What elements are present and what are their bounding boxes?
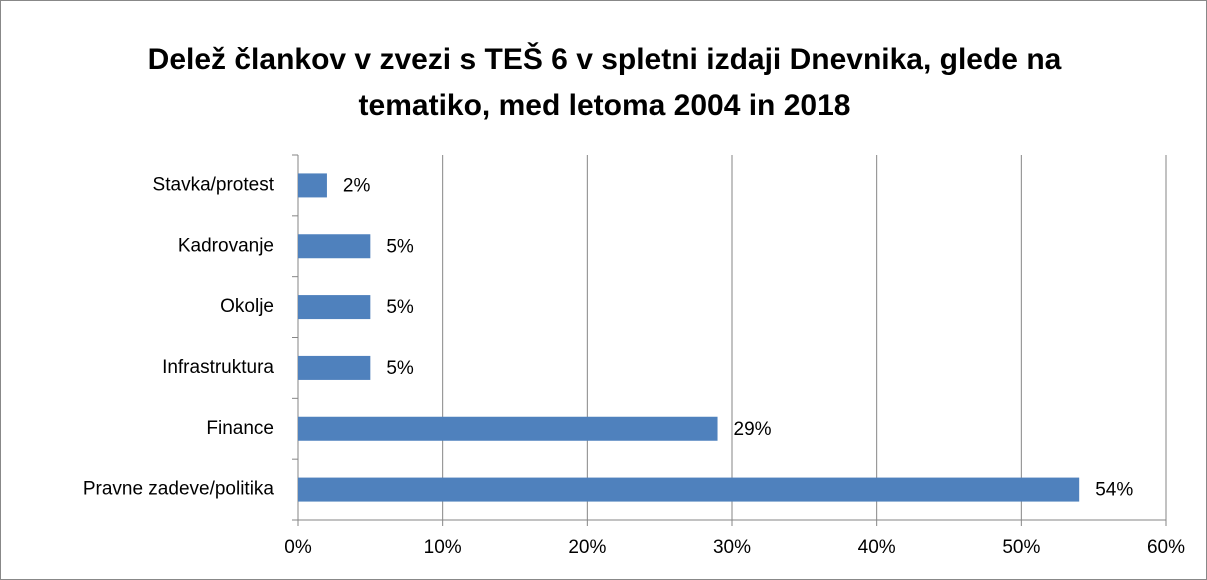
- bar: [298, 477, 1080, 502]
- x-tick-label: 0%: [284, 537, 312, 558]
- data-label: 54%: [1095, 480, 1133, 501]
- y-tick-label: Stavka/protest: [153, 174, 275, 195]
- data-label: 5%: [386, 236, 414, 257]
- y-tick-label: Infrastruktura: [162, 357, 274, 378]
- x-tick-label: 40%: [858, 537, 896, 558]
- bar: [298, 234, 371, 259]
- y-tick-label: Okolje: [220, 296, 274, 317]
- y-tick-label: Pravne zadeve/politika: [83, 479, 275, 500]
- y-tick-label: Kadrovanje: [178, 235, 274, 256]
- x-tick-label: 60%: [1147, 537, 1185, 558]
- bar: [298, 295, 371, 320]
- x-tick-label: 10%: [424, 537, 462, 558]
- bar: [298, 416, 718, 441]
- data-label: 2%: [343, 175, 371, 196]
- x-tick-label: 50%: [1002, 537, 1040, 558]
- data-label: 5%: [386, 358, 414, 379]
- data-label: 29%: [734, 419, 772, 440]
- data-label: 5%: [386, 297, 414, 318]
- bar: [298, 173, 327, 198]
- bar: [298, 355, 371, 380]
- x-tick-label: 20%: [568, 537, 606, 558]
- y-tick-label: Finance: [206, 418, 274, 439]
- x-tick-label: 30%: [713, 537, 751, 558]
- chart-title: Delež člankov v zvezi s TEŠ 6 v spletni …: [147, 43, 1062, 122]
